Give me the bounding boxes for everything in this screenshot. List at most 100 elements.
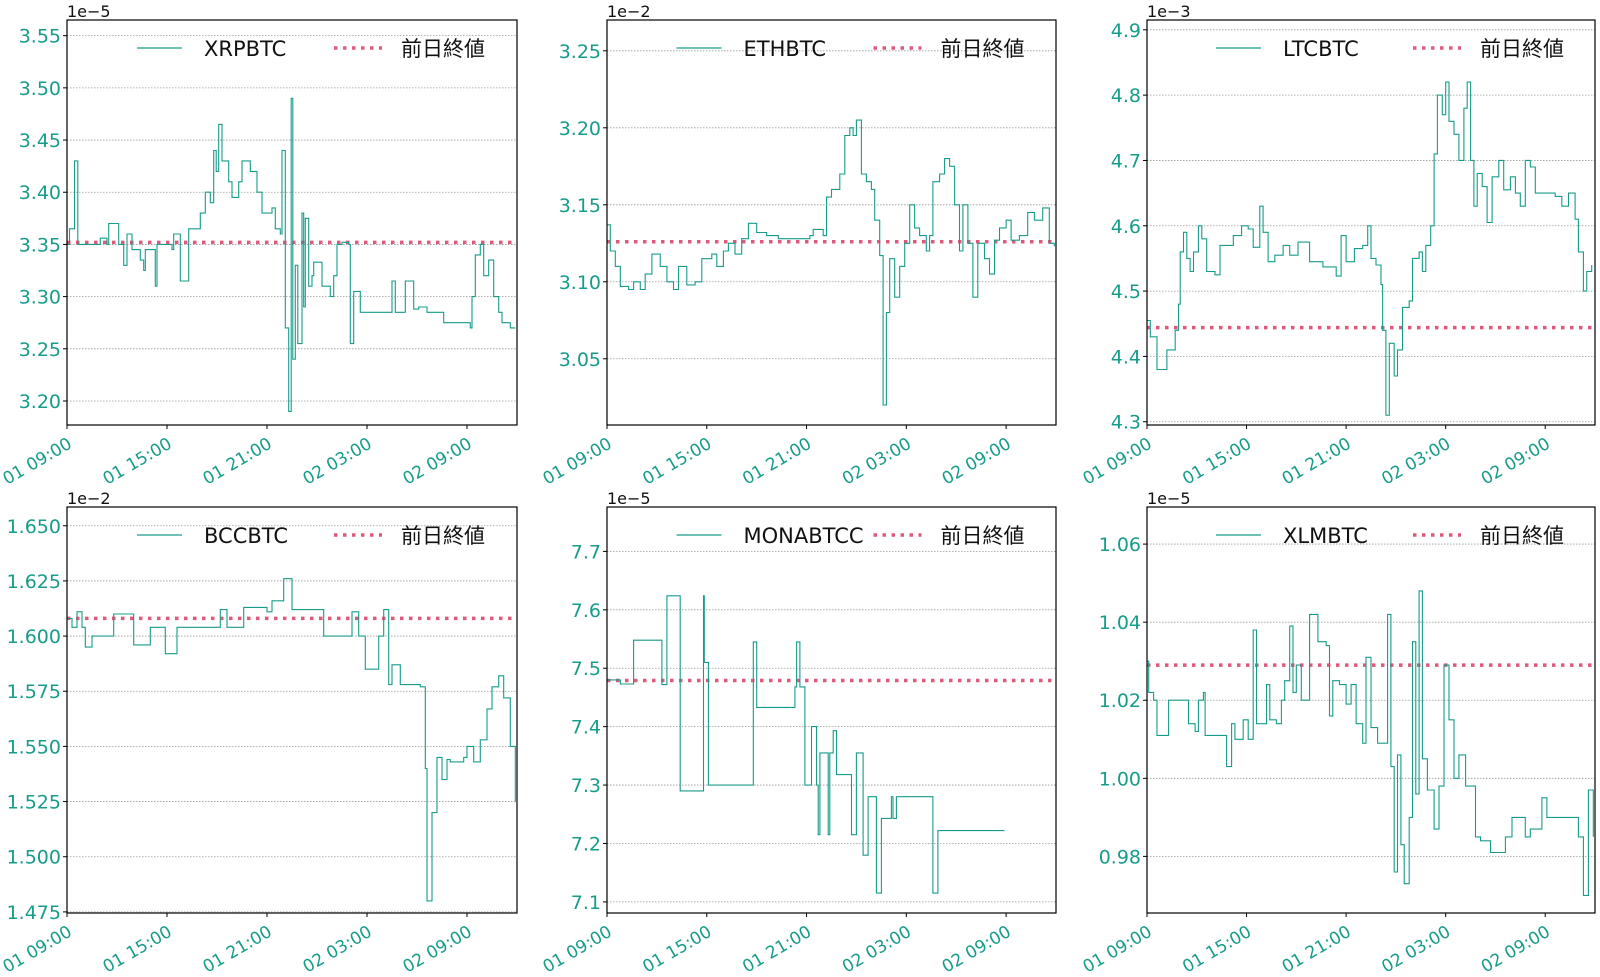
legend-prev-close-label: 前日終値 <box>401 37 485 61</box>
x-tick-label: 01 21:00 <box>200 434 276 489</box>
axis-offset-label: 1e−5 <box>1147 489 1191 508</box>
subplot-xlmbtc: 0.98 1.00 1.02 1.04 1.06 01 09:00 01 15:00 01 2… <box>1080 489 1596 977</box>
y-tick-label: 1.650 <box>7 516 61 538</box>
y-tick-label: 1.06 <box>1099 534 1141 556</box>
x-tick-label: 02 09:00 <box>1478 922 1554 977</box>
x-tick-label: 02 09:00 <box>939 922 1015 977</box>
y-tick-label: 7.1 <box>571 892 601 914</box>
x-tick-label: 01 21:00 <box>739 434 815 489</box>
legend-prev-close-label: 前日終値 <box>401 524 485 548</box>
legend-prev-close-label: 前日終値 <box>1480 37 1564 61</box>
y-tick-label: 1.475 <box>7 902 61 924</box>
x-tick-label: 01 21:00 <box>1279 434 1355 489</box>
axis-offset-label: 1e−2 <box>607 2 651 21</box>
legend-series-label: XLMBTC <box>1283 524 1368 548</box>
y-tick-label: 3.35 <box>19 234 61 256</box>
y-tick-label: 3.20 <box>559 118 601 140</box>
subplot-monabtcc: 7.1 7.2 7.3 7.4 7.5 7.6 7.7 01 09:00 01 15:00 01 … <box>540 489 1057 977</box>
legend: XLMBTC 前日終値 <box>1216 524 1564 548</box>
x-tick-label: 01 15:00 <box>639 434 715 489</box>
axis-offset-label: 1e−2 <box>67 489 111 508</box>
x-tick-label: 01 21:00 <box>200 922 276 977</box>
y-tick-label: 7.4 <box>571 717 601 739</box>
y-tick-label: 3.45 <box>19 130 61 152</box>
y-tick-label: 7.2 <box>571 833 601 855</box>
y-tick-label: 3.05 <box>559 349 601 371</box>
legend: MONABTCC 前日終値 <box>676 524 1025 548</box>
x-tick-label: 01 15:00 <box>639 922 715 977</box>
x-tick-label: 01 15:00 <box>100 922 176 977</box>
y-tick-label: 1.500 <box>7 847 61 869</box>
x-tick-label: 02 03:00 <box>839 922 915 977</box>
y-tick-label: 1.04 <box>1099 612 1141 634</box>
axes-frame <box>606 19 1057 426</box>
legend-series-label: ETHBTC <box>744 37 827 61</box>
price-series-line <box>67 578 516 902</box>
price-series-line <box>1147 81 1593 416</box>
x-tick-label: 02 03:00 <box>839 434 915 489</box>
axis-offset-label: 1e−5 <box>67 2 111 21</box>
y-tick-label: 3.15 <box>559 195 601 217</box>
y-tick-label: 0.98 <box>1099 846 1141 868</box>
legend: BCCBTC 前日終値 <box>137 524 485 548</box>
y-tick-label: 1.550 <box>7 736 61 758</box>
axis-offset-label: 1e−3 <box>1147 2 1191 21</box>
subplot-ltcbtc: 4.3 4.4 4.5 4.6 4.7 4.8 4.9 01 09:00 01 15:00 01 … <box>1080 2 1596 489</box>
price-series-line <box>67 97 516 412</box>
y-tick-label: 3.20 <box>19 391 61 413</box>
y-tick-label: 7.6 <box>571 600 601 622</box>
x-tick-label: 01 15:00 <box>1179 434 1255 489</box>
y-tick-label: 4.8 <box>1111 85 1141 107</box>
legend-prev-close-label: 前日終値 <box>941 37 1025 61</box>
y-tick-label: 3.40 <box>19 182 61 204</box>
x-tick-label: 01 09:00 <box>540 922 616 977</box>
y-tick-label: 3.50 <box>19 78 61 100</box>
x-tick-label: 01 09:00 <box>1080 922 1156 977</box>
x-tick-label: 01 21:00 <box>1279 922 1355 977</box>
y-tick-label: 3.55 <box>19 26 61 48</box>
x-tick-label: 01 21:00 <box>739 922 815 977</box>
legend-series-label: XRPBTC <box>204 37 286 61</box>
y-tick-label: 4.4 <box>1111 346 1141 368</box>
x-tick-label: 01 09:00 <box>0 922 75 977</box>
legend: LTCBTC 前日終値 <box>1216 37 1564 61</box>
x-tick-label: 02 09:00 <box>939 434 1015 489</box>
x-tick-label: 01 09:00 <box>0 434 75 489</box>
x-tick-label: 02 03:00 <box>1378 434 1454 489</box>
x-tick-label: 02 03:00 <box>300 434 376 489</box>
y-tick-label: 7.7 <box>571 541 601 563</box>
y-tick-label: 4.5 <box>1111 281 1141 303</box>
x-tick-label: 01 09:00 <box>540 434 616 489</box>
x-tick-label: 02 09:00 <box>400 434 476 489</box>
y-tick-label: 1.625 <box>7 571 61 593</box>
legend-series-label: LTCBTC <box>1283 37 1359 61</box>
subplot-xrpbtc: 3.20 3.25 3.30 3.35 3.40 3.45 3.50 3.55 01 09:00… <box>0 2 518 489</box>
y-tick-label: 1.00 <box>1099 768 1141 790</box>
y-tick-label: 1.525 <box>7 792 61 814</box>
axes-frame <box>66 506 518 914</box>
x-tick-label: 02 03:00 <box>1378 922 1454 977</box>
x-tick-label: 01 15:00 <box>100 434 176 489</box>
legend: ETHBTC 前日終値 <box>676 37 1025 61</box>
axes-frame <box>66 19 518 426</box>
y-tick-label: 3.30 <box>19 287 61 309</box>
legend-prev-close-label: 前日終値 <box>1480 524 1564 548</box>
y-tick-label: 7.5 <box>571 658 601 680</box>
legend-series-label: BCCBTC <box>204 524 288 548</box>
y-tick-label: 3.25 <box>559 41 601 63</box>
x-tick-label: 02 09:00 <box>1478 434 1554 489</box>
y-tick-label: 3.25 <box>19 339 61 361</box>
subplot-ethbtc: 3.05 3.10 3.15 3.20 3.25 01 09:00 01 15:00 01 2… <box>540 2 1057 489</box>
x-tick-label: 02 09:00 <box>400 922 476 977</box>
legend-series-label: MONABTCC <box>744 524 864 548</box>
y-tick-label: 4.9 <box>1111 20 1141 42</box>
x-tick-label: 01 09:00 <box>1080 434 1156 489</box>
axes-frame <box>1146 19 1596 426</box>
price-series-line <box>607 119 1055 406</box>
y-tick-label: 4.7 <box>1111 150 1141 172</box>
x-tick-label: 01 15:00 <box>1179 922 1255 977</box>
y-tick-label: 1.02 <box>1099 690 1141 712</box>
y-tick-label: 4.3 <box>1111 412 1141 434</box>
axes-frame <box>1146 506 1596 914</box>
